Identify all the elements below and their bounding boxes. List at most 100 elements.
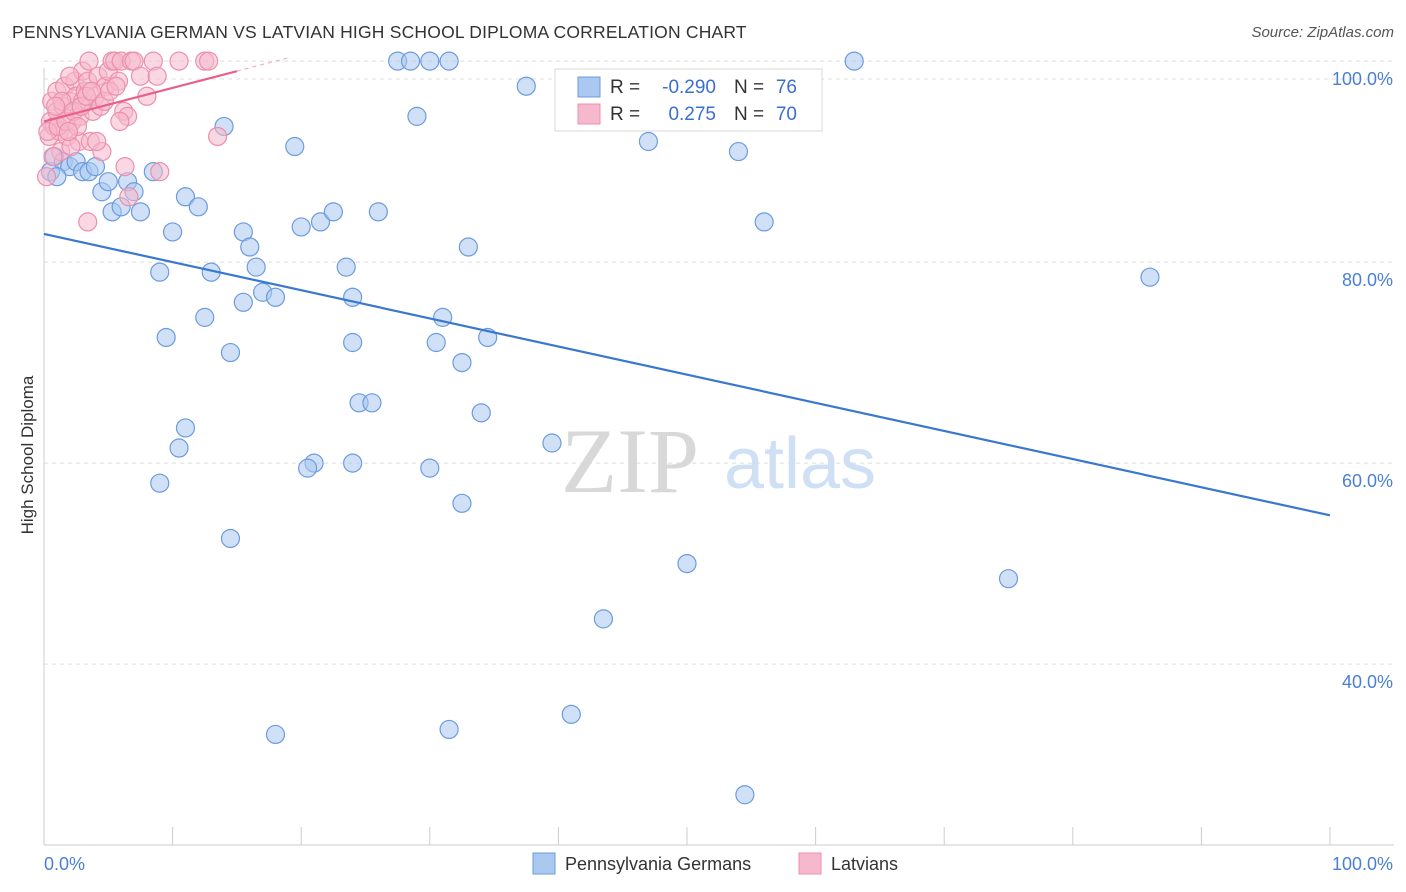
point-pennsylvania-german [754, 212, 774, 232]
point-latvian [43, 146, 63, 167]
point-pennsylvania-german [291, 217, 311, 237]
point-pennsylvania-german [1140, 267, 1160, 287]
legend-n-label-1: N = [734, 77, 764, 98]
legend-r-value-2: 0.275 [668, 104, 716, 125]
point-pennsylvania-german [285, 136, 305, 157]
point-pennsylvania-german [561, 704, 581, 724]
watermark: ZIP atlas [561, 410, 876, 512]
legend-swatch-blue [577, 76, 601, 98]
y-tick-label: 40.0% [1342, 672, 1393, 692]
point-pennsylvania-german [310, 212, 331, 232]
points-layer [36, 51, 1160, 805]
trend-layer [43, 57, 1331, 517]
legend-n-label-2: N = [734, 104, 764, 125]
point-pennsylvania-german [516, 76, 536, 96]
point-pennsylvania-german [439, 719, 459, 740]
point-pennsylvania-german [220, 528, 241, 549]
y-tick-label: 80.0% [1342, 270, 1393, 290]
point-pennsylvania-german [343, 453, 363, 473]
grid-layer [44, 60, 1394, 665]
legend-item-latvians: Latvians [831, 854, 898, 874]
x-tick-label: 0.0% [44, 854, 85, 874]
y-tick-label: 100.0% [1332, 69, 1393, 89]
point-pennsylvania-german [175, 187, 196, 207]
point-latvian [106, 76, 126, 96]
point-pennsylvania-german [195, 307, 215, 327]
point-pennsylvania-german [265, 287, 286, 307]
point-latvian [79, 51, 99, 71]
point-latvian [208, 126, 228, 147]
point-pennsylvania-german [175, 418, 196, 438]
point-pennsylvania-german [163, 222, 183, 242]
legend-r-label-2: R = [610, 104, 640, 125]
legend-r-value-1: -0.290 [662, 77, 716, 98]
point-pennsylvania-german [420, 458, 440, 478]
point-latvian [119, 187, 139, 207]
trendline-latvians [43, 70, 238, 123]
point-pennsylvania-german [439, 51, 459, 71]
point-pennsylvania-german [471, 403, 491, 423]
point-pennsylvania-german [844, 51, 864, 71]
legend-swatch-pink [577, 103, 601, 125]
point-latvian [130, 66, 151, 86]
legend-item-pennsylvania-germans: Pennsylvania Germans [565, 854, 751, 874]
point-pennsylvania-german [998, 569, 1019, 589]
point-latvian [199, 51, 219, 71]
point-latvian [36, 167, 57, 187]
axis-layer: 40.0% 60.0% 80.0% 100.0% 0.0% 100.0% [43, 68, 1394, 874]
point-pennsylvania-german [240, 237, 260, 257]
point-pennsylvania-german [169, 438, 189, 458]
point-pennsylvania-german [420, 51, 440, 71]
point-pennsylvania-german [323, 202, 343, 222]
legend-item-pennsylvania-germans-swatch [532, 852, 556, 875]
point-pennsylvania-german [368, 202, 388, 222]
point-pennsylvania-german [677, 553, 697, 574]
series-legend: Pennsylvania Germans Latvians [532, 852, 898, 875]
point-latvian [45, 96, 66, 116]
point-pennsylvania-german [343, 332, 363, 353]
legend-item-latvians-swatch [798, 852, 822, 875]
point-latvian [78, 212, 98, 232]
point-pennsylvania-german [593, 609, 614, 629]
point-latvian [87, 131, 107, 152]
point-latvian [169, 51, 189, 71]
point-latvian [110, 111, 130, 132]
point-pennsylvania-german [150, 473, 170, 493]
legend-n-value-2: 70 [776, 104, 797, 125]
chart-title: PENNSYLVANIA GERMAN VS LATVIAN HIGH SCHO… [12, 22, 747, 42]
point-pennsylvania-german [638, 131, 659, 152]
point-pennsylvania-german [336, 257, 356, 277]
point-latvian [150, 162, 170, 182]
point-latvian [147, 66, 167, 86]
point-pennsylvania-german [233, 292, 253, 312]
point-pennsylvania-german [542, 433, 562, 453]
point-pennsylvania-german [362, 393, 382, 413]
watermark-atlas: atlas [724, 424, 876, 504]
point-pennsylvania-german [246, 257, 266, 277]
point-pennsylvania-german [452, 493, 472, 513]
stats-legend: R = -0.290 N = 76 R = 0.275 N = 70 [554, 68, 823, 132]
point-pennsylvania-german [728, 141, 749, 162]
x-tick-label: 100.0% [1332, 854, 1393, 874]
watermark-zip: ZIP [561, 410, 699, 512]
point-pennsylvania-german [98, 172, 118, 192]
point-latvian [58, 121, 79, 142]
point-latvian [60, 66, 80, 86]
point-pennsylvania-german [130, 202, 151, 222]
legend-r-label-1: R = [610, 77, 640, 98]
point-pennsylvania-german [400, 51, 421, 71]
point-pennsylvania-german [150, 262, 170, 282]
point-pennsylvania-german [426, 332, 446, 353]
point-pennsylvania-german [458, 237, 478, 257]
legend-n-value-1: 76 [776, 77, 797, 98]
point-pennsylvania-german [220, 342, 241, 363]
chart-source: Source: ZipAtlas.com [1251, 24, 1394, 41]
point-pennsylvania-german [265, 724, 286, 745]
point-latvian [115, 157, 135, 177]
trendline-latvians-extension [236, 57, 289, 72]
point-pennsylvania-german [452, 353, 472, 373]
point-pennsylvania-german [298, 458, 318, 478]
trendline-pennsylvania-germans [43, 232, 1331, 517]
point-pennsylvania-german [156, 327, 176, 348]
